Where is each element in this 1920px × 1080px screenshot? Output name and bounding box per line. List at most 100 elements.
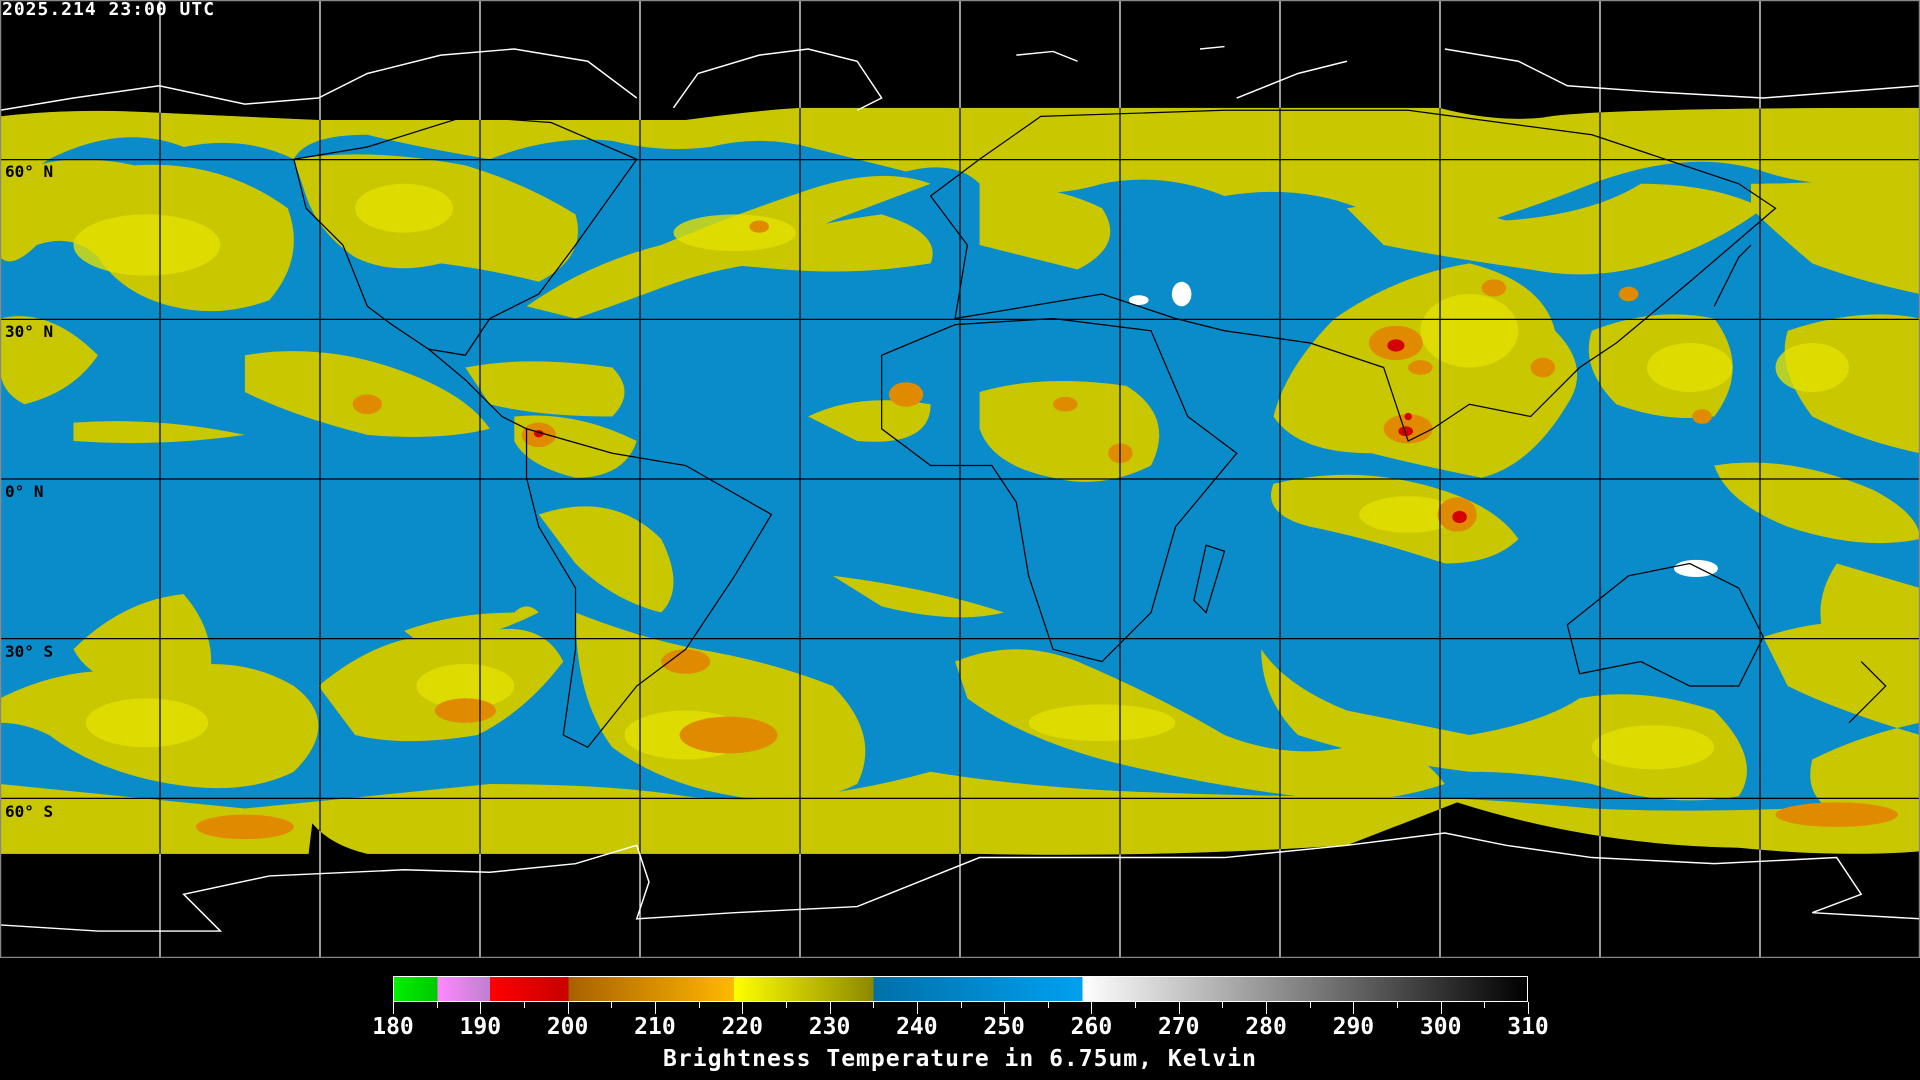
colorbar-tick-label: 270	[1157, 1014, 1200, 1040]
very-cold-cloud-tops	[533, 339, 1467, 524]
colorbar-tick-label: 180	[372, 1014, 414, 1040]
dry-air-region	[73, 594, 212, 699]
colorbar-tick-label: 250	[983, 1014, 1025, 1040]
colorbar-tick	[785, 1002, 787, 1008]
colorbar-tick	[960, 1002, 962, 1008]
dry-air-region	[159, 171, 264, 255]
lat-label-30n: 30° N	[5, 322, 54, 341]
dry-air-region	[0, 316, 98, 405]
warm-spot	[1128, 295, 1149, 306]
bright-streak	[1646, 343, 1733, 393]
cold-cloud-spot	[749, 220, 769, 233]
cold-cloud-spot	[1481, 279, 1507, 297]
colorbar-tick	[1222, 1002, 1224, 1008]
colorbar-tick-label: 230	[808, 1014, 851, 1040]
colorbar-title: Brightness Temperature in 6.75um, Kelvin	[663, 1046, 1257, 1072]
bright-streak	[416, 663, 515, 709]
lat-label-60s: 60° S	[5, 802, 54, 821]
cold-cloud-spot	[661, 649, 711, 674]
colorbar-tick	[1004, 1002, 1006, 1014]
cold-cloud-spot	[1775, 802, 1898, 827]
cold-cloud-spot	[1530, 357, 1556, 378]
coastline-south-america	[525, 427, 773, 749]
coastline-australia	[1566, 562, 1764, 687]
coastline-greenland	[672, 48, 883, 111]
colorbar-tick	[1266, 1002, 1268, 1014]
colorbar-tick	[1091, 1002, 1093, 1014]
bright-streak	[1775, 343, 1849, 393]
cold-cloud-spot	[352, 394, 383, 415]
colorbar-tick-label: 290	[1332, 1014, 1375, 1040]
colorbar-tick	[1135, 1002, 1137, 1008]
dry-air-region	[1763, 620, 1920, 821]
grid-lines-over-data	[0, 0, 1920, 958]
cold-cloud-spot	[195, 814, 294, 840]
satellite-map	[0, 0, 1920, 958]
dry-air-region	[1751, 171, 1920, 295]
coastline-japan	[1713, 244, 1752, 307]
dry-air-region	[808, 400, 931, 442]
bright-streak	[85, 698, 209, 748]
coastlines-outside-data	[0, 45, 1920, 932]
lat-label-30s: 30° S	[5, 642, 54, 661]
colorbar-tick	[523, 1002, 525, 1008]
colorbar-tick	[436, 1002, 438, 1008]
colorbar-tick	[1484, 1002, 1486, 1008]
dry-air-region	[1714, 462, 1920, 544]
coastline-eurasia	[929, 109, 1777, 442]
colorbar-tick	[611, 1002, 613, 1008]
very-cold-spot	[1387, 339, 1405, 352]
colorbar-tick	[567, 1002, 569, 1014]
cold-cloud-spot	[1408, 360, 1433, 375]
colorbar-tick-label: 240	[896, 1014, 938, 1040]
dry-air-region	[465, 361, 625, 417]
colorbar-tick-label: 210	[634, 1014, 676, 1040]
cold-cloud-spot	[1053, 396, 1078, 412]
lat-label-equator: 0° N	[5, 482, 44, 501]
colorbar-tick	[1440, 1002, 1442, 1014]
lat-label-60n: 60° N	[5, 162, 54, 181]
dry-air-region	[832, 575, 1005, 618]
colorbar-tick-label: 220	[721, 1014, 763, 1040]
colorbar-tick	[916, 1002, 918, 1014]
colorbar-tick	[742, 1002, 744, 1014]
very-cold-spot	[1398, 426, 1414, 437]
coastline-antarctica	[0, 832, 1920, 932]
warm-spot	[1171, 281, 1192, 307]
colorbar-ticks	[393, 1002, 1529, 1014]
bright-streak	[1359, 496, 1458, 533]
colorbar-tick	[1353, 1002, 1355, 1014]
cold-cloud-spot	[1692, 409, 1712, 424]
colorbar-tick-label: 300	[1419, 1014, 1462, 1040]
colorbar-tick	[1528, 1002, 1529, 1014]
colorbar-tick	[1047, 1002, 1049, 1008]
cold-cloud-tops	[195, 220, 1898, 840]
bright-streak	[1591, 725, 1715, 770]
cold-cloud-spot	[888, 382, 924, 407]
colorbar-tick-label: 310	[1507, 1014, 1549, 1040]
map-frame	[0, 0, 1920, 958]
colorbar-tick	[1397, 1002, 1399, 1008]
colorbar-tick	[829, 1002, 831, 1014]
colorbar-tick	[393, 1002, 394, 1014]
coastline-africa	[881, 317, 1238, 663]
coastline-new-zealand	[1848, 661, 1887, 724]
colorbar-tick	[698, 1002, 700, 1008]
colorbar-tick-label: 280	[1245, 1014, 1287, 1040]
colorbar-tick	[1309, 1002, 1311, 1008]
coastline-arctic-islands	[1016, 45, 1920, 99]
very-cold-spot	[1452, 510, 1467, 524]
colorbar-tick	[654, 1002, 656, 1014]
colorbar-tick-label: 190	[459, 1014, 502, 1040]
colorbar-tick	[480, 1002, 482, 1014]
coastline-central-america	[428, 348, 527, 430]
colorbar-tick	[873, 1002, 875, 1008]
bright-streak	[1420, 294, 1519, 368]
dry-air-region	[979, 183, 1111, 270]
bright-streak	[355, 183, 454, 233]
dry-air-region	[244, 351, 490, 437]
bright-streak	[673, 214, 796, 252]
dry-air-region	[1346, 183, 1764, 275]
cold-cloud-spot	[1618, 286, 1639, 302]
colorbar-tick-label: 260	[1070, 1014, 1113, 1040]
